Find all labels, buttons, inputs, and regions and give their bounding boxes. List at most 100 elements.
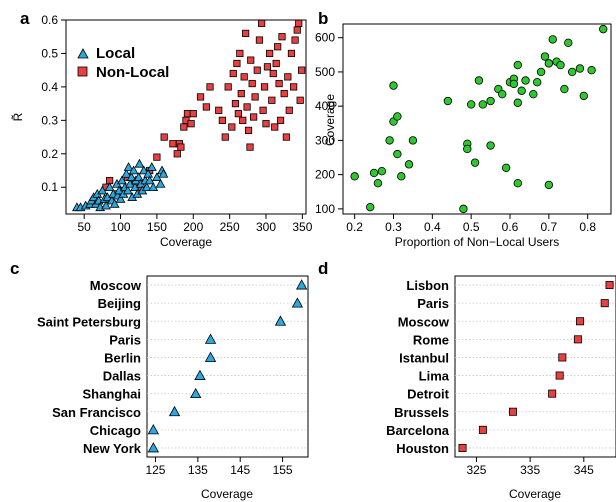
non-local-point xyxy=(285,106,293,114)
coverage-point xyxy=(404,160,414,169)
city-point xyxy=(295,279,308,290)
city-label: Moscow xyxy=(398,314,450,329)
non-local-point xyxy=(243,103,251,111)
panel-b-axes: 0.2 0.3 0.4 0.5 0.6 0.7 0.8 100 200 300 400 500 600 xyxy=(315,31,596,234)
coverage-point xyxy=(513,60,522,70)
city-point xyxy=(194,369,206,380)
non-local-point xyxy=(272,59,280,68)
panel-d-letter: d xyxy=(318,259,328,278)
non-local-point xyxy=(236,49,244,58)
panel-d-frame xyxy=(454,275,616,458)
city-point xyxy=(605,281,614,290)
city-label: New York xyxy=(83,441,142,456)
non-local-point xyxy=(234,110,242,118)
coverage-point xyxy=(540,52,550,61)
non-local-point xyxy=(298,66,306,74)
coverage-point xyxy=(548,35,557,44)
non-local-point xyxy=(251,93,259,101)
city-label: Dallas xyxy=(103,369,141,384)
coverage-point xyxy=(564,38,573,48)
city-label: Paris xyxy=(417,296,449,311)
panel-a-xtick-label: 50 xyxy=(78,220,92,234)
city-point xyxy=(508,407,517,416)
non-local-point xyxy=(180,123,188,131)
panel-a-points xyxy=(72,19,306,212)
non-local-point xyxy=(224,83,232,91)
legend-local-marker xyxy=(77,48,89,59)
panel-a-ytick-label: 0.5 xyxy=(41,46,58,60)
panel-a-ytick-label: 0.3 xyxy=(41,113,58,127)
non-local-point xyxy=(260,83,269,91)
panel-a-ytick-label: 0.6 xyxy=(41,13,58,27)
panel-b-xtick-label: 0.8 xyxy=(579,220,596,234)
panel-b-ylabel: Coverage xyxy=(323,94,337,146)
city-point xyxy=(600,299,609,308)
city-point xyxy=(576,317,585,326)
city-label: Chicago xyxy=(90,423,141,438)
city-point xyxy=(274,315,287,326)
panel-c-letter: c xyxy=(10,259,19,278)
city-point xyxy=(573,335,582,344)
coverage-point xyxy=(478,100,488,109)
coverage-point xyxy=(567,67,577,77)
coverage-point xyxy=(529,89,538,99)
xtick-label: 145 xyxy=(230,463,250,477)
non-local-point xyxy=(280,89,288,98)
coverage-point xyxy=(393,149,402,159)
coverage-point xyxy=(517,86,526,95)
coverage-point xyxy=(365,202,375,212)
panel-a-axes: 50 100 150 200 250 300 350 0.1 0.2 0.3 0.4 0.5 0.6 xyxy=(41,13,312,234)
city-label: Moscow xyxy=(90,278,142,293)
panel-c-axes: 125 135 145 155 xyxy=(145,457,293,477)
coverage-point xyxy=(587,66,596,75)
non-local-point xyxy=(173,150,181,158)
panel-b-ytick-label: 100 xyxy=(315,202,335,216)
panel-a-letter: a xyxy=(20,9,30,28)
non-local-point xyxy=(187,120,195,128)
local-point xyxy=(141,182,152,192)
city-label: Beijing xyxy=(98,296,141,311)
local-point xyxy=(97,185,108,195)
non-local-point xyxy=(266,49,274,58)
non-local-point xyxy=(206,83,214,91)
panel-a-ylabel: R̃ xyxy=(10,112,25,121)
panel-c-frame xyxy=(146,275,309,458)
local-point xyxy=(133,172,144,181)
non-local-point xyxy=(233,59,241,68)
coverage-point xyxy=(393,112,402,121)
non-local-point xyxy=(287,49,296,58)
local-point xyxy=(115,193,126,203)
panel-b: b 0.2 0.3 0.4 0.5 0.6 0.7 0.8 100 200 300 400 500 60… xyxy=(315,9,612,249)
panel-b-ytick-label: 300 xyxy=(315,133,335,147)
city-point xyxy=(204,333,217,344)
non-local-point xyxy=(221,133,229,141)
panel-d: d Lisbon Paris Moscow Rome Istanbul Lima Detro… xyxy=(318,259,616,501)
coverage-point xyxy=(369,168,379,178)
non-local-point xyxy=(250,113,258,121)
panel-a-xtick-label: 250 xyxy=(220,220,240,234)
coverage-point xyxy=(509,79,519,89)
local-point xyxy=(143,168,154,178)
panel-b-ytick-label: 500 xyxy=(315,65,335,79)
coverage-point xyxy=(466,100,476,109)
non-local-point xyxy=(258,19,266,27)
city-point xyxy=(147,424,160,435)
coverage-point xyxy=(560,84,569,94)
local-point xyxy=(128,165,139,175)
coverage-point xyxy=(544,59,554,68)
panel-a-xtick-label: 150 xyxy=(147,220,167,234)
non-local-point xyxy=(239,116,247,124)
city-label: Barcelona xyxy=(386,423,450,438)
city-point xyxy=(190,387,202,399)
non-local-point xyxy=(255,36,264,44)
coverage-point xyxy=(599,24,608,34)
local-point xyxy=(126,172,137,181)
non-local-point xyxy=(284,73,292,81)
city-label: Rome xyxy=(413,332,449,347)
local-point xyxy=(123,162,134,171)
city-label: San Francisco xyxy=(52,405,141,420)
coverage-point xyxy=(498,89,507,99)
coverage-point xyxy=(486,96,495,106)
non-local-point xyxy=(271,123,279,131)
